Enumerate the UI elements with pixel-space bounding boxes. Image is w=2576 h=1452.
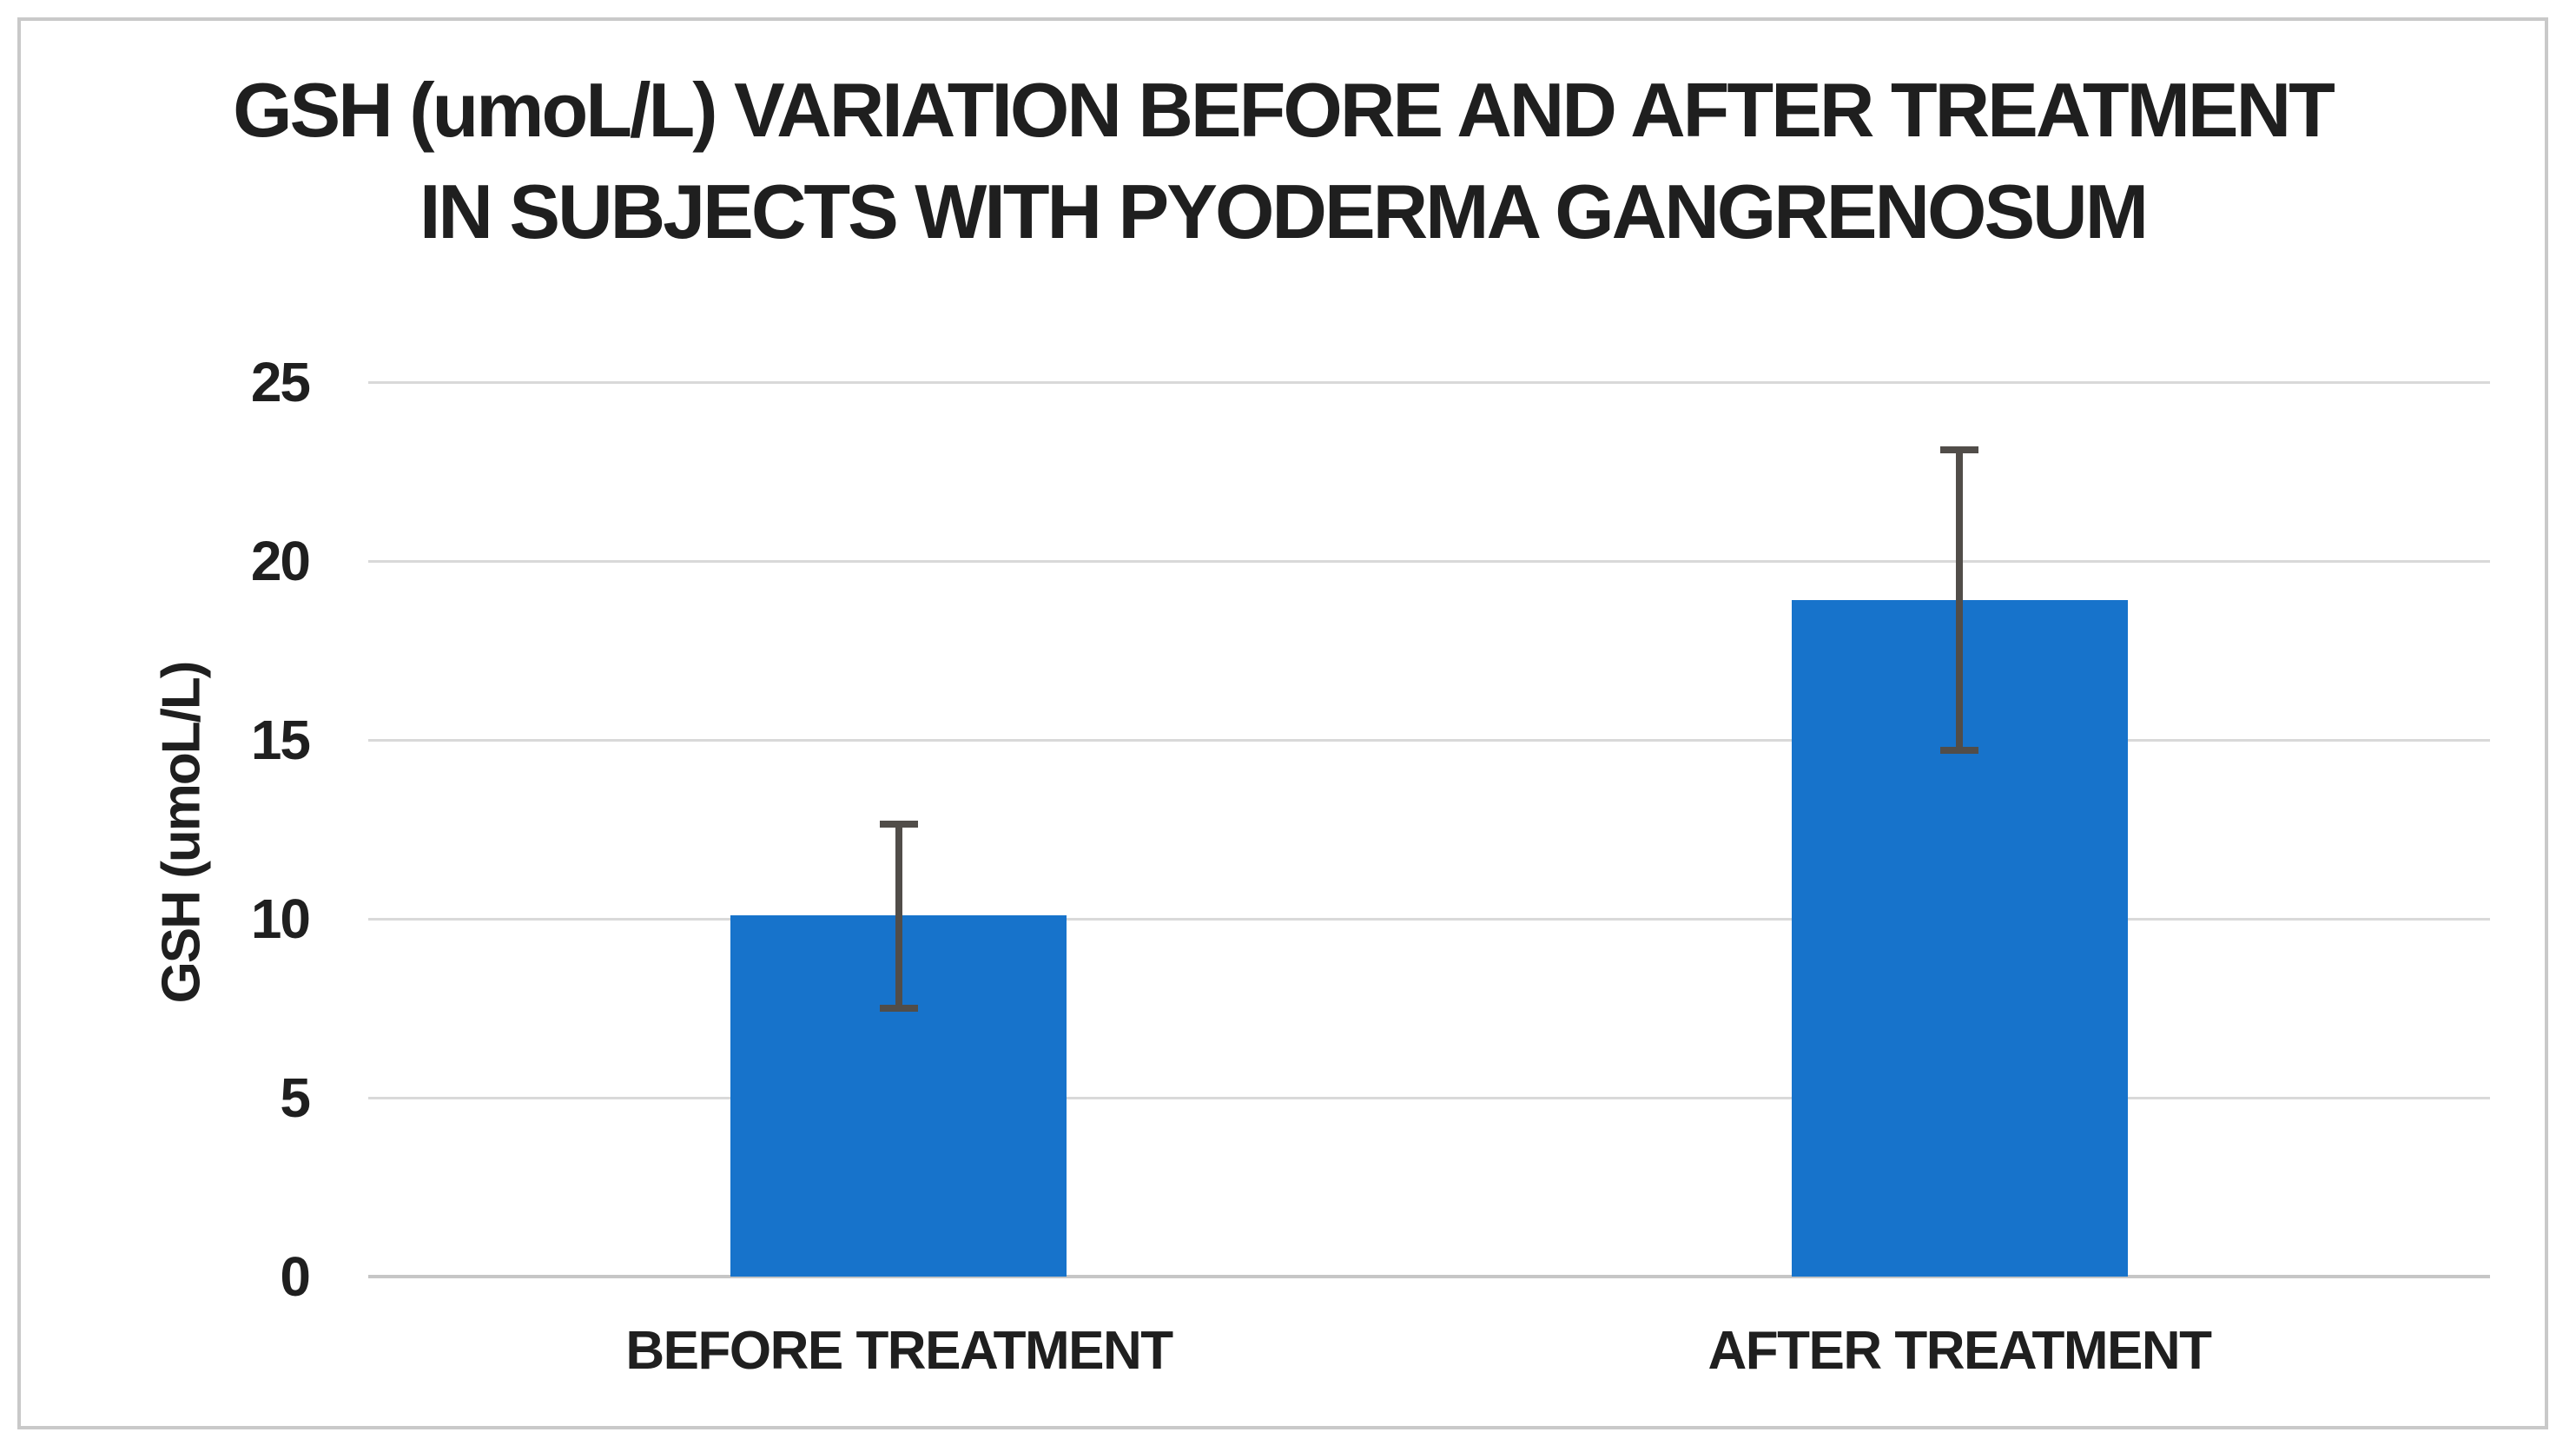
- gridline-y-15: [368, 739, 2490, 742]
- error-bar-cap-bottom: [1940, 747, 1978, 754]
- y-tick-label-20: 20: [250, 530, 311, 592]
- error-bar-line: [895, 824, 902, 1008]
- gridline-y-25: [368, 381, 2490, 384]
- gridline-y-20: [368, 560, 2490, 563]
- y-tick-label-15: 15: [250, 709, 311, 771]
- y-tick-label-5: 5: [280, 1066, 311, 1129]
- error-bar-line: [1956, 450, 1963, 750]
- y-tick-label-0: 0: [280, 1245, 311, 1308]
- error-bar-cap-top: [1940, 446, 1978, 453]
- x-category-label-1: BEFORE TREATMENT: [625, 1321, 1173, 1381]
- error-bar-cap-top: [880, 821, 918, 828]
- y-tick-label-25: 25: [250, 351, 311, 413]
- x-axis-line: [368, 1275, 2490, 1278]
- gridline-y-10: [368, 918, 2490, 921]
- chart-frame: GSH (umoL/L) VARIATION BEFORE AND AFTER …: [17, 17, 2548, 1429]
- x-category-label-2: AFTER TREATMENT: [1707, 1321, 2212, 1381]
- chart-title: GSH (umoL/L) VARIATION BEFORE AND AFTER …: [21, 59, 2545, 262]
- plot-area: [368, 381, 2490, 1278]
- error-bar-cap-bottom: [880, 1005, 918, 1012]
- gridline-y-5: [368, 1097, 2490, 1099]
- y-tick-label-10: 10: [250, 888, 311, 950]
- chart-title-line-2: IN SUBJECTS WITH PYODERMA GANGRENOSUM: [419, 168, 2149, 255]
- chart-title-line-1: GSH (umoL/L) VARIATION BEFORE AND AFTER …: [233, 67, 2335, 153]
